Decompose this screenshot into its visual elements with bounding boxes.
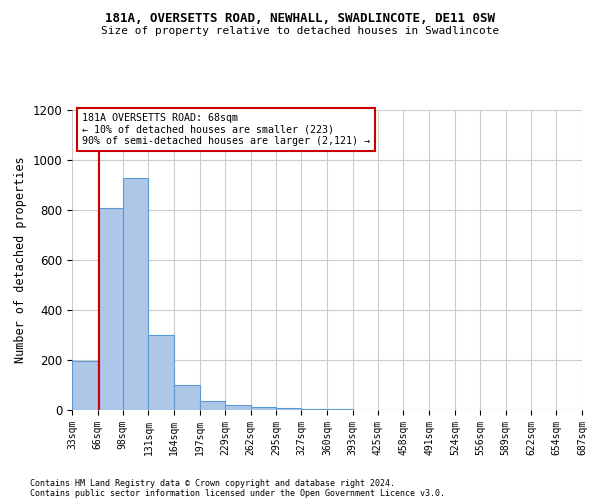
Bar — [148, 335, 174, 410]
Bar — [327, 409, 353, 410]
Bar — [98, 208, 122, 410]
Text: Contains HM Land Registry data © Crown copyright and database right 2024.: Contains HM Land Registry data © Crown c… — [30, 478, 395, 488]
Text: Size of property relative to detached houses in Swadlincote: Size of property relative to detached ho… — [101, 26, 499, 36]
Text: 181A, OVERSETTS ROAD, NEWHALL, SWADLINCOTE, DE11 0SW: 181A, OVERSETTS ROAD, NEWHALL, SWADLINCO… — [105, 12, 495, 26]
Bar — [122, 178, 148, 410]
Text: Contains public sector information licensed under the Open Government Licence v3: Contains public sector information licen… — [30, 488, 445, 498]
Text: 181A OVERSETTS ROAD: 68sqm
← 10% of detached houses are smaller (223)
90% of sem: 181A OVERSETTS ROAD: 68sqm ← 10% of deta… — [82, 113, 370, 146]
Bar — [200, 400, 225, 410]
Bar — [277, 408, 301, 410]
Bar — [72, 361, 98, 410]
Bar — [225, 404, 251, 410]
Bar — [301, 409, 327, 410]
Y-axis label: Number of detached properties: Number of detached properties — [14, 156, 27, 364]
Bar — [251, 407, 277, 410]
Bar — [174, 385, 200, 410]
